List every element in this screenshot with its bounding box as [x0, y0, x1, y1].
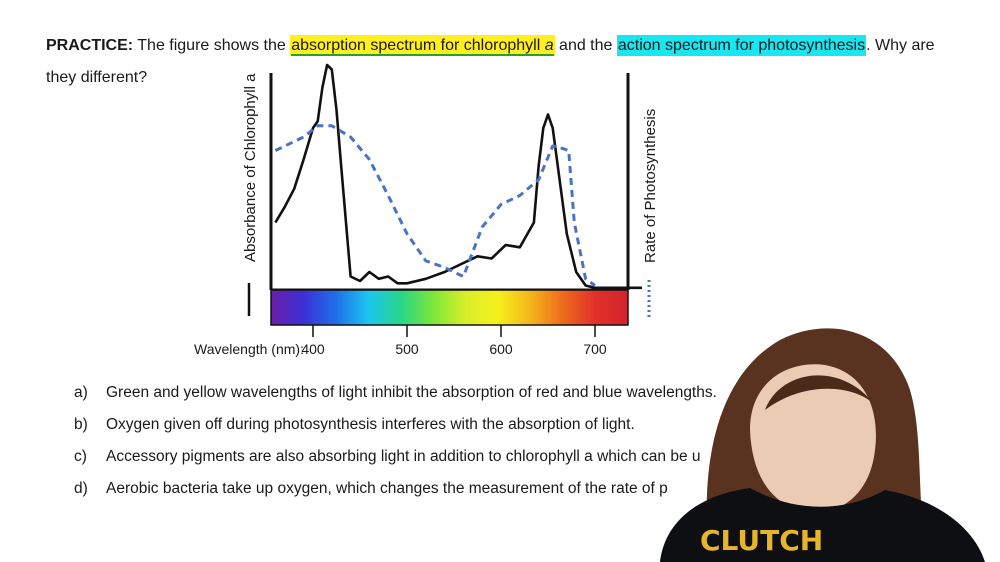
option-text: Green and yellow wavelengths of light in… — [106, 384, 717, 401]
practice-label: PRACTICE: — [46, 37, 134, 54]
option-b[interactable]: b) Oxygen given off during photosynthesis… — [74, 413, 717, 445]
x-tick-label: 700 — [583, 341, 607, 357]
chart-ticks: 400 500 600 700 — [301, 325, 607, 357]
absorption-highlight: absorption spectrum for chlorophyll a — [290, 35, 555, 56]
option-letter: b) — [74, 416, 88, 433]
question-part-1: The figure shows the — [133, 37, 291, 54]
absorption-phrase: absorption spectrum for chlorophyll — [291, 37, 545, 56]
option-a[interactable]: a) Green and yellow wavelengths of light … — [74, 381, 717, 413]
action-highlight: action spectrum for photosynthesis — [616, 35, 867, 56]
visible-spectrum-bar — [270, 289, 629, 326]
option-text: Accessory pigments are also absorbing li… — [106, 448, 701, 465]
chart-series — [274, 63, 642, 290]
x-tick-label: 600 — [489, 341, 513, 357]
question-part-2: and the — [554, 37, 617, 54]
shirt-logo: CLUTCH — [700, 524, 823, 557]
left-y-axis-label: Absorbance of Chlorophyll a — [242, 73, 259, 262]
question-part-3: . Why are they different? — [46, 37, 935, 86]
spectrum-bar — [270, 289, 629, 326]
x-tick-label: 400 — [301, 341, 325, 357]
right-y-axis-label: Rate of Photosynthesis — [642, 109, 659, 263]
chlorophyll-a-italic: a — [544, 37, 554, 56]
spectrum-figure: 400 500 600 700 Wavelength (nm): Absorbance … — [194, 63, 659, 357]
option-text: Aerobic bacteria take up oxygen, which c… — [106, 480, 668, 497]
option-letter: c) — [74, 448, 87, 465]
photosynthesis-rate-line — [274, 124, 596, 287]
question-text: PRACTICE: The figure shows the absorptio… — [46, 30, 966, 94]
option-d[interactable]: d) Aerobic bacteria take up oxygen, which… — [74, 477, 717, 509]
presenter-face — [750, 364, 876, 513]
presenter-video: CLUTCH — [660, 328, 985, 562]
x-axis-label: Wavelength (nm): — [194, 341, 304, 357]
absorbance-line — [274, 63, 642, 290]
chart-axes — [269, 73, 630, 292]
option-text: Oxygen given off during photosynthesis i… — [106, 416, 635, 433]
presenter-shirt — [660, 488, 985, 562]
answer-options: a) Green and yellow wavelengths of light … — [74, 381, 717, 509]
option-letter: a) — [74, 384, 88, 401]
option-letter: d) — [74, 480, 88, 497]
option-c[interactable]: c) Accessory pigments are also absorbing … — [74, 445, 717, 477]
presenter-bangs — [765, 375, 875, 410]
chart-labels: Wavelength (nm): Absorbance of Chlorophyl… — [194, 73, 659, 357]
x-tick-label: 500 — [395, 341, 419, 357]
